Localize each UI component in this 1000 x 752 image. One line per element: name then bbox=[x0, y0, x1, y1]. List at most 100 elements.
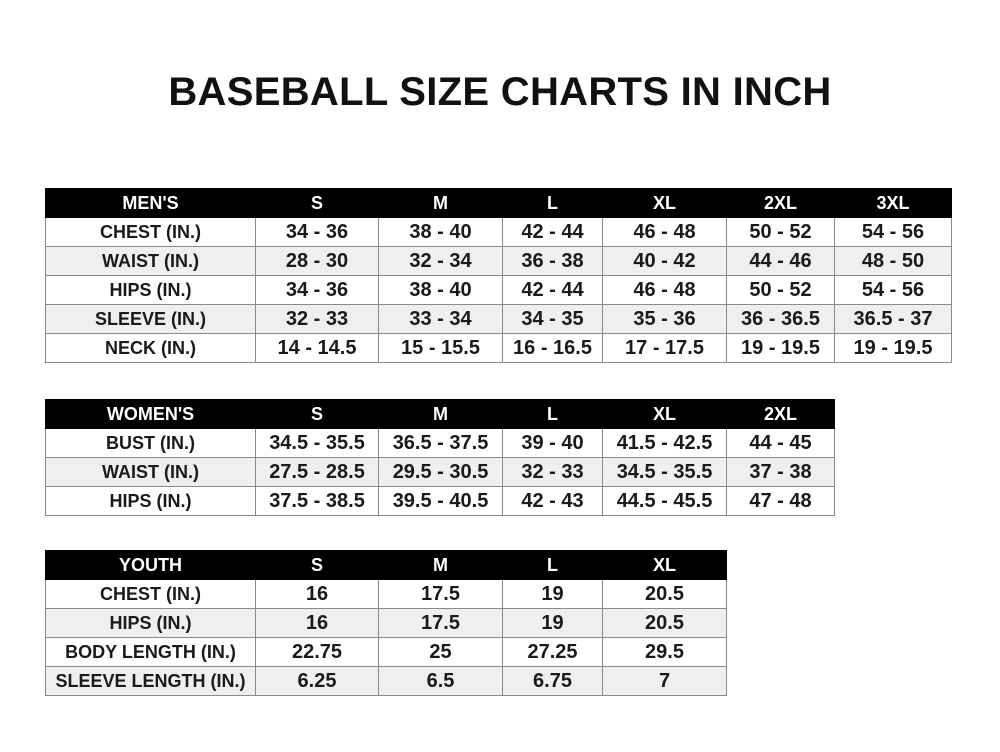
size-header: 2XL bbox=[726, 399, 835, 429]
size-value: 54 - 56 bbox=[834, 217, 952, 247]
size-value: 36 - 36.5 bbox=[726, 304, 835, 334]
measurement-label: CHEST (IN.) bbox=[45, 579, 256, 609]
size-value: 29.5 bbox=[602, 637, 727, 667]
size-value: 16 - 16.5 bbox=[502, 333, 603, 363]
header-row: YOUTH S M L XL bbox=[45, 550, 727, 580]
size-header: S bbox=[255, 399, 379, 429]
measurement-label: NECK (IN.) bbox=[45, 333, 256, 363]
measurement-label: WAIST (IN.) bbox=[45, 246, 256, 276]
size-value: 44.5 - 45.5 bbox=[602, 486, 727, 516]
table-row: SLEEVE LENGTH (IN.) 6.25 6.5 6.75 7 bbox=[45, 666, 727, 696]
size-header: 2XL bbox=[726, 188, 835, 218]
size-header: XL bbox=[602, 550, 727, 580]
size-header: L bbox=[502, 188, 603, 218]
measurement-label: HIPS (IN.) bbox=[45, 275, 256, 305]
mens-size-table: MEN'S S M L XL 2XL 3XL CHEST (IN.) 34 - 36 38 - 4… bbox=[45, 188, 952, 363]
table-row: BUST (IN.) 34.5 - 35.5 36.5 - 37.5 39 - 40 4… bbox=[45, 428, 835, 458]
size-value: 39 - 40 bbox=[502, 428, 603, 458]
size-value: 33 - 34 bbox=[378, 304, 503, 334]
table-row: HIPS (IN.) 16 17.5 19 20.5 bbox=[45, 608, 727, 638]
table-row: CHEST (IN.) 34 - 36 38 - 40 42 - 44 46 - 48 5… bbox=[45, 217, 952, 247]
size-value: 42 - 44 bbox=[502, 275, 603, 305]
category-header: YOUTH bbox=[45, 550, 256, 580]
size-value: 28 - 30 bbox=[255, 246, 379, 276]
size-value: 44 - 45 bbox=[726, 428, 835, 458]
size-value: 22.75 bbox=[255, 637, 379, 667]
size-value: 36 - 38 bbox=[502, 246, 603, 276]
size-value: 46 - 48 bbox=[602, 275, 727, 305]
measurement-label: BUST (IN.) bbox=[45, 428, 256, 458]
table-row: WAIST (IN.) 28 - 30 32 - 34 36 - 38 40 - 42 4… bbox=[45, 246, 952, 276]
size-value: 19 bbox=[502, 579, 603, 609]
size-value: 29.5 - 30.5 bbox=[378, 457, 503, 487]
size-value: 34 - 36 bbox=[255, 217, 379, 247]
table-row: NECK (IN.) 14 - 14.5 15 - 15.5 16 - 16.5 17 … bbox=[45, 333, 952, 363]
size-header: M bbox=[378, 399, 503, 429]
table-row: CHEST (IN.) 16 17.5 19 20.5 bbox=[45, 579, 727, 609]
size-value: 15 - 15.5 bbox=[378, 333, 503, 363]
size-value: 19 - 19.5 bbox=[834, 333, 952, 363]
size-header: S bbox=[255, 188, 379, 218]
size-value: 14 - 14.5 bbox=[255, 333, 379, 363]
measurement-label: SLEEVE LENGTH (IN.) bbox=[45, 666, 256, 696]
size-value: 46 - 48 bbox=[602, 217, 727, 247]
size-value: 32 - 33 bbox=[502, 457, 603, 487]
size-header: M bbox=[378, 550, 503, 580]
size-value: 17.5 bbox=[378, 608, 503, 638]
size-value: 42 - 43 bbox=[502, 486, 603, 516]
table-row: BODY LENGTH (IN.) 22.75 25 27.25 29.5 bbox=[45, 637, 727, 667]
page-title: BASEBALL SIZE CHARTS IN INCH bbox=[168, 70, 832, 114]
size-value: 25 bbox=[378, 637, 503, 667]
table-row: HIPS (IN.) 34 - 36 38 - 40 42 - 44 46 - 48 50… bbox=[45, 275, 952, 305]
measurement-label: SLEEVE (IN.) bbox=[45, 304, 256, 334]
size-value: 38 - 40 bbox=[378, 275, 503, 305]
size-value: 38 - 40 bbox=[378, 217, 503, 247]
size-value: 36.5 - 37.5 bbox=[378, 428, 503, 458]
measurement-label: CHEST (IN.) bbox=[45, 217, 256, 247]
size-value: 48 - 50 bbox=[834, 246, 952, 276]
size-header: XL bbox=[602, 399, 727, 429]
size-header: M bbox=[378, 188, 503, 218]
measurement-label: BODY LENGTH (IN.) bbox=[45, 637, 256, 667]
size-header: 3XL bbox=[834, 188, 952, 218]
size-value: 20.5 bbox=[602, 608, 727, 638]
measurement-label: HIPS (IN.) bbox=[45, 608, 256, 638]
category-header: MEN'S bbox=[45, 188, 256, 218]
size-value: 32 - 33 bbox=[255, 304, 379, 334]
header-row: MEN'S S M L XL 2XL 3XL bbox=[45, 188, 952, 218]
category-header: WOMEN'S bbox=[45, 399, 256, 429]
measurement-label: WAIST (IN.) bbox=[45, 457, 256, 487]
size-value: 17.5 bbox=[378, 579, 503, 609]
size-value: 16 bbox=[255, 608, 379, 638]
table-row: HIPS (IN.) 37.5 - 38.5 39.5 - 40.5 42 - 43 4… bbox=[45, 486, 835, 516]
size-header: XL bbox=[602, 188, 727, 218]
size-value: 19 - 19.5 bbox=[726, 333, 835, 363]
size-value: 16 bbox=[255, 579, 379, 609]
size-value: 32 - 34 bbox=[378, 246, 503, 276]
size-value: 34.5 - 35.5 bbox=[602, 457, 727, 487]
size-value: 44 - 46 bbox=[726, 246, 835, 276]
size-value: 47 - 48 bbox=[726, 486, 835, 516]
measurement-label: HIPS (IN.) bbox=[45, 486, 256, 516]
youth-size-table: YOUTH S M L XL CHEST (IN.) 16 17.5 19 20.5 HIPS (I… bbox=[45, 550, 727, 696]
size-value: 27.25 bbox=[502, 637, 603, 667]
size-value: 6.5 bbox=[378, 666, 503, 696]
size-header: L bbox=[502, 550, 603, 580]
size-value: 34 - 36 bbox=[255, 275, 379, 305]
size-value: 7 bbox=[602, 666, 727, 696]
size-header: L bbox=[502, 399, 603, 429]
size-value: 17 - 17.5 bbox=[602, 333, 727, 363]
size-value: 19 bbox=[502, 608, 603, 638]
size-value: 54 - 56 bbox=[834, 275, 952, 305]
size-value: 35 - 36 bbox=[602, 304, 727, 334]
size-value: 27.5 - 28.5 bbox=[255, 457, 379, 487]
size-value: 36.5 - 37 bbox=[834, 304, 952, 334]
womens-size-table: WOMEN'S S M L XL 2XL BUST (IN.) 34.5 - 35.5 36.5… bbox=[45, 399, 835, 516]
header-row: WOMEN'S S M L XL 2XL bbox=[45, 399, 835, 429]
size-value: 37 - 38 bbox=[726, 457, 835, 487]
size-value: 40 - 42 bbox=[602, 246, 727, 276]
size-value: 42 - 44 bbox=[502, 217, 603, 247]
size-value: 34.5 - 35.5 bbox=[255, 428, 379, 458]
size-value: 41.5 - 42.5 bbox=[602, 428, 727, 458]
table-row: SLEEVE (IN.) 32 - 33 33 - 34 34 - 35 35 - 36… bbox=[45, 304, 952, 334]
